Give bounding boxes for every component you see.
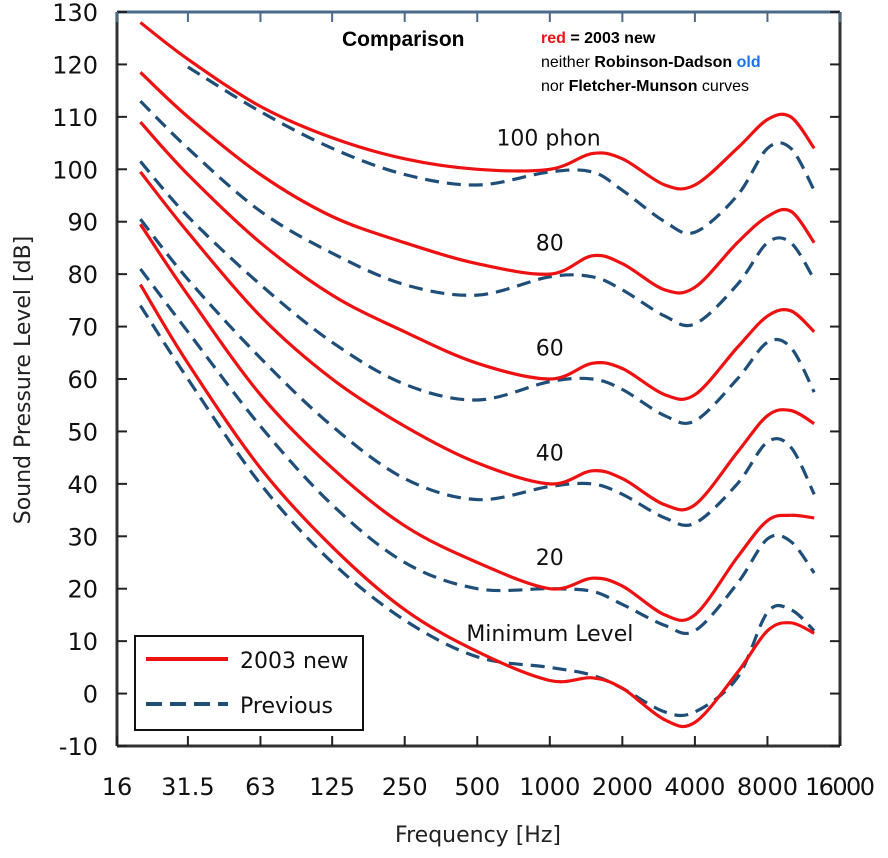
y-axis-title: Sound Pressure Level [dB] <box>11 236 36 525</box>
curves-layer <box>139 21 816 729</box>
x-tick-label: 16 <box>102 773 133 801</box>
y-tick-label: 60 <box>67 366 98 394</box>
y-tick-label: 130 <box>52 0 98 27</box>
x-axis: 16 31.5 63 125 250 500 1000 2000 4000 8000 16000 <box>102 12 875 801</box>
y-tick-label: 20 <box>67 576 98 604</box>
curve-labels: 100 phon 80 60 40 20 Minimum Level <box>466 127 633 647</box>
x-tick-label: 125 <box>309 773 355 801</box>
note-line-1-rest: = 2003 new <box>565 30 656 47</box>
x-tick-label: 16000 <box>805 773 875 801</box>
x-tick-label: 2000 <box>592 773 653 801</box>
y-tick-label: 30 <box>67 523 98 551</box>
series-line-2003-new-minimum-level <box>139 283 815 729</box>
series-line-2003-new-20-phon <box>139 223 815 622</box>
x-tick-label: 4000 <box>664 773 725 801</box>
note-fletcher-munson: Fletcher-Munson <box>568 78 698 95</box>
x-tick-label: 63 <box>245 773 276 801</box>
series-line-previous-20-phon <box>139 267 816 635</box>
curve-label-60: 60 <box>536 336 564 361</box>
y-tick-label: 90 <box>67 209 98 237</box>
y-tick-label: -10 <box>59 733 98 761</box>
y-tick-label: 50 <box>67 418 98 446</box>
note-line-3-post: curves <box>697 78 750 95</box>
y-tick-label: 70 <box>67 314 98 342</box>
legend: 2003 new Previous <box>134 635 364 731</box>
series-line-2003-new-100-phon <box>139 21 816 191</box>
y-axis: -10 0 10 20 30 40 50 60 70 80 90 100 110 120 130 <box>52 0 840 761</box>
note-red-word: red <box>541 30 566 47</box>
note-line-3-pre: nor <box>541 78 569 95</box>
legend-label-2003-new: 2003 new <box>240 649 348 674</box>
y-tick-label: 40 <box>67 471 98 499</box>
series-line-previous-100-phon <box>187 65 816 235</box>
y-tick-label: 10 <box>67 628 98 656</box>
note-line-1: red = 2003 new <box>541 30 655 48</box>
y-tick-label: 110 <box>52 104 98 132</box>
curve-label-80: 80 <box>536 232 564 257</box>
note-line-3: nor Fletcher-Munson curves <box>541 78 749 96</box>
note-line-2: neither Robinson-Dadson old <box>541 54 761 72</box>
y-tick-label: 120 <box>52 51 98 79</box>
x-tick-label: 500 <box>454 773 500 801</box>
note-robinson-dadson: Robinson-Dadson <box>594 54 733 71</box>
curve-label-100-phon: 100 phon <box>496 127 600 152</box>
series-line-previous-minimum-level <box>139 304 816 718</box>
x-tick-label: 1000 <box>519 773 580 801</box>
curve-label-40: 40 <box>536 441 564 466</box>
x-tick-label: 250 <box>382 773 428 801</box>
chart-title: Comparison <box>342 28 465 51</box>
legend-label-previous: Previous <box>240 694 333 719</box>
curve-label-20: 20 <box>536 546 564 571</box>
series-line-2003-new-80-phon <box>139 71 816 295</box>
series-line-previous-80-phon <box>139 99 816 328</box>
note-old-word: old <box>736 54 761 71</box>
series-line-2003-new-40-phon <box>139 170 816 512</box>
note-line-2-pre: neither <box>541 54 595 71</box>
x-axis-title: Frequency [Hz] <box>395 823 561 848</box>
y-tick-label: 0 <box>83 681 98 709</box>
curve-label-minimum-level: Minimum Level <box>466 622 633 647</box>
series-line-previous-40-phon <box>139 218 816 528</box>
x-tick-label: 31.5 <box>161 773 214 801</box>
legend-box <box>134 635 364 731</box>
series-line-previous-60-phon <box>139 160 816 426</box>
y-tick-label: 80 <box>67 261 98 289</box>
x-tick-label: 8000 <box>737 773 798 801</box>
y-tick-label: 100 <box>52 156 98 184</box>
series-line-2003-new-60-phon <box>139 121 816 401</box>
